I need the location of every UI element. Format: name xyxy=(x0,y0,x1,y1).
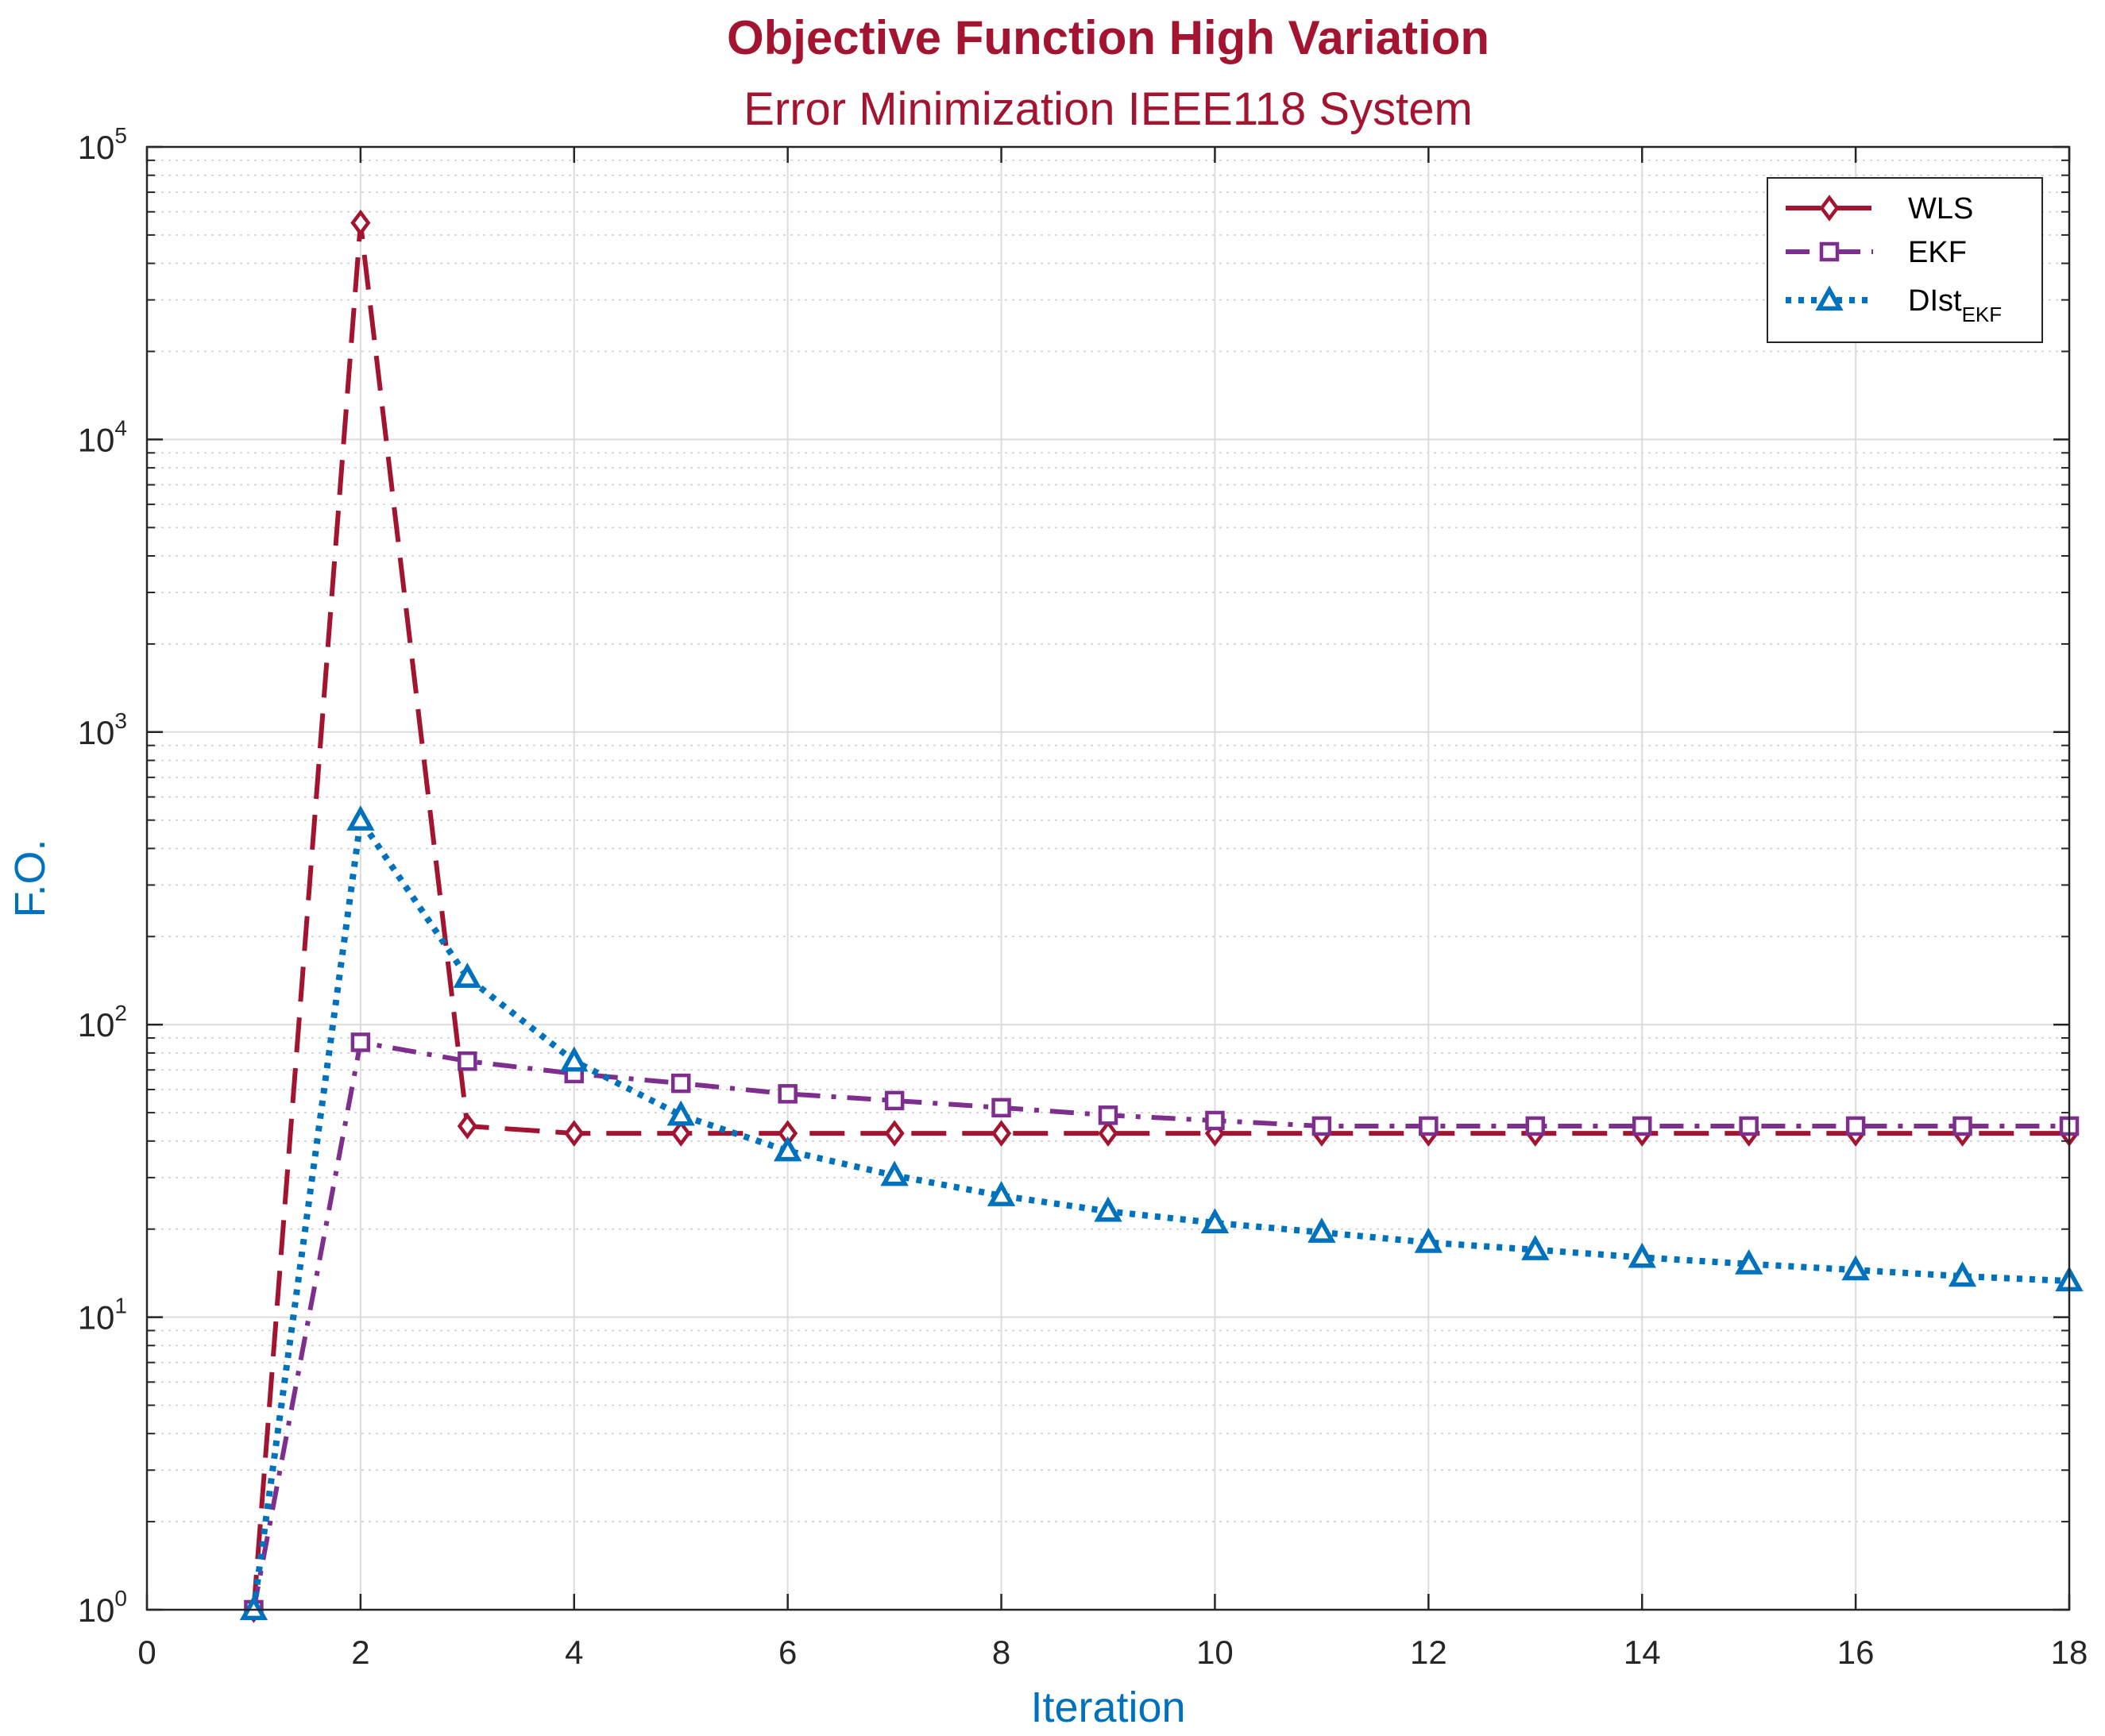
y-tick-exponent: 1 xyxy=(114,1294,127,1318)
legend-marker-dist xyxy=(1815,285,1844,311)
y-tick-exponent: 4 xyxy=(114,415,127,440)
y-tick-label: 104 xyxy=(78,415,127,458)
series-markers xyxy=(239,209,2084,1623)
y-tick-base: 10 xyxy=(78,1591,115,1629)
legend-label-subscript: EKF xyxy=(1962,303,2003,326)
data-point-wls xyxy=(564,1120,585,1147)
legend-label-text: EKF xyxy=(1908,236,1967,269)
y-tick-base: 10 xyxy=(78,129,115,166)
data-point-ekf xyxy=(1952,1116,1972,1136)
y-tick-base: 10 xyxy=(78,1299,115,1337)
x-tick-labels: 0 2 4 6 8 10 12 14 16 18 xyxy=(137,1634,2088,1671)
x-tick-label: 4 xyxy=(565,1634,583,1671)
plot-area xyxy=(147,147,2069,1610)
data-point-ekf xyxy=(1419,1116,1439,1136)
data-point-wls xyxy=(350,209,371,237)
y-tick-exponent: 5 xyxy=(114,123,127,148)
legend-box xyxy=(1767,177,2043,343)
data-point-ekf xyxy=(1845,1116,1866,1136)
y-tick-label: 105 xyxy=(78,123,127,166)
legend-label-text: DIst xyxy=(1908,284,1962,318)
series-line-wls xyxy=(251,220,2069,1611)
data-point-ekf xyxy=(1311,1116,1332,1136)
data-point-dist xyxy=(453,963,482,988)
legend-marker-wls xyxy=(1819,195,1840,222)
y-tick-base: 10 xyxy=(78,421,115,458)
x-tick-label: 12 xyxy=(1410,1634,1447,1671)
y-tick-label: 101 xyxy=(78,1294,127,1337)
data-point-dist xyxy=(1307,1217,1336,1243)
x-tick-label: 6 xyxy=(778,1634,797,1671)
data-point-wls xyxy=(991,1120,1012,1147)
x-tick-label: 10 xyxy=(1196,1634,1234,1671)
series-lines xyxy=(250,220,2070,1611)
legend-label-text: WLS xyxy=(1908,192,1973,226)
x-tick-label: 8 xyxy=(992,1634,1010,1671)
y-tick-label: 100 xyxy=(78,1586,127,1629)
legend-label-ekf: EKF xyxy=(1908,236,1967,269)
data-point-dist xyxy=(1414,1227,1443,1253)
data-point-dist xyxy=(1948,1261,1977,1287)
data-point-ekf xyxy=(991,1098,1011,1118)
x-tick-label: 2 xyxy=(351,1634,369,1671)
data-point-ekf xyxy=(670,1073,691,1094)
data-point-ekf xyxy=(1632,1116,1652,1136)
data-point-ekf xyxy=(350,1032,371,1052)
legend-label-dist: DIstEKF xyxy=(1908,284,2002,326)
data-point-dist xyxy=(773,1136,802,1162)
axis-ticks xyxy=(145,145,2071,1611)
data-point-ekf xyxy=(884,1090,905,1111)
chart-subtitle: Error Minimization IEEE118 System xyxy=(744,83,1473,135)
data-point-ekf xyxy=(458,1051,477,1071)
y-tick-base: 10 xyxy=(78,714,115,751)
y-tick-label: 103 xyxy=(78,708,127,751)
series-line-ekf xyxy=(251,1040,2069,1611)
data-point-dist xyxy=(1628,1242,1656,1268)
data-point-wls xyxy=(457,1113,477,1140)
y-tick-exponent: 2 xyxy=(114,1001,127,1025)
data-point-dist xyxy=(1094,1196,1122,1222)
data-point-dist xyxy=(1200,1208,1230,1234)
data-point-ekf xyxy=(1205,1110,1225,1131)
legend-marker-ekf xyxy=(1819,241,1840,262)
data-point-wls xyxy=(1098,1120,1118,1147)
data-point-dist xyxy=(1734,1248,1763,1275)
y-tick-exponent: 0 xyxy=(114,1586,127,1611)
data-point-dist xyxy=(987,1181,1016,1206)
data-point-dist xyxy=(1841,1255,1870,1281)
data-point-wls xyxy=(884,1120,905,1147)
data-point-ekf xyxy=(1098,1105,1118,1125)
x-tick-label: 16 xyxy=(1837,1634,1875,1671)
plot-frame xyxy=(145,145,2071,1611)
chart-title: Objective Function High Variation xyxy=(727,11,1489,64)
x-tick-label: 18 xyxy=(2051,1634,2088,1671)
y-tick-base: 10 xyxy=(78,1006,115,1044)
minor-grid xyxy=(147,160,2069,1522)
series-line-dist xyxy=(250,816,2070,1611)
y-axis-label: F.O. xyxy=(6,839,54,917)
data-point-dist xyxy=(880,1160,909,1186)
data-point-ekf xyxy=(1739,1116,1759,1136)
x-axis-label: Iteration xyxy=(1030,1684,1185,1731)
data-point-dist xyxy=(239,1595,268,1621)
x-tick-label: 14 xyxy=(1624,1634,1661,1671)
data-point-ekf xyxy=(1525,1116,1546,1136)
y-tick-exponent: 3 xyxy=(114,708,127,733)
data-point-ekf xyxy=(778,1084,798,1104)
legend-label-wls: WLS xyxy=(1908,192,1973,226)
x-tick-label: 0 xyxy=(137,1634,156,1671)
data-point-wls xyxy=(670,1120,691,1147)
data-point-dist xyxy=(560,1046,589,1072)
data-point-dist xyxy=(1521,1235,1550,1260)
y-tick-label: 102 xyxy=(78,1001,127,1044)
data-point-dist xyxy=(666,1100,695,1126)
data-point-dist xyxy=(346,805,375,831)
